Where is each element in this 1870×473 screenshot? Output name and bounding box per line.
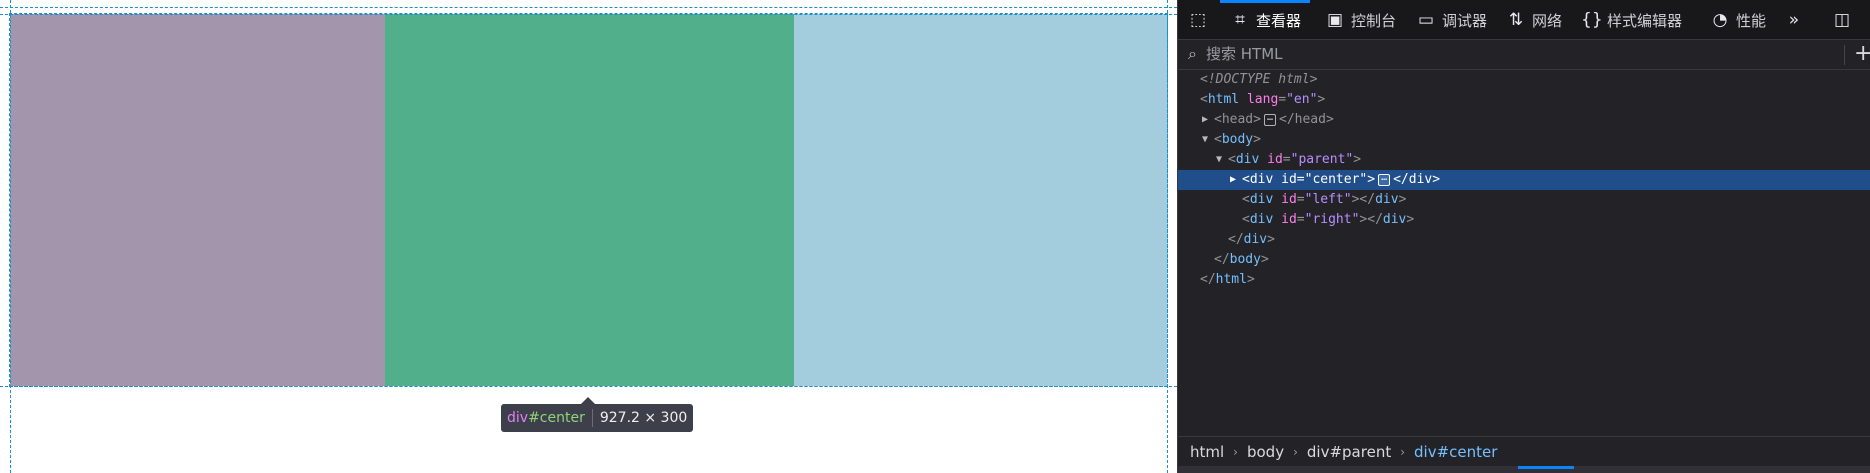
collapsed-ellipsis-icon[interactable]: … xyxy=(1263,112,1276,126)
attr-value: "parent" xyxy=(1290,152,1354,167)
guide-line-content-bottom xyxy=(0,386,1177,387)
inspector-icon: ⌗ xyxy=(1235,10,1245,30)
tab-label: 性能 xyxy=(1736,11,1767,30)
guide-line-content-top xyxy=(0,14,1177,15)
search-icon: ⌕ xyxy=(1188,44,1197,63)
tag-name: body xyxy=(1229,252,1261,267)
tag-name: div xyxy=(1249,172,1274,187)
tab-label: 控制台 xyxy=(1351,11,1397,30)
breadcrumb: html › body › div#parent › div#center xyxy=(1178,436,1870,466)
tab-label: 查看器 xyxy=(1256,11,1302,30)
attr-value: "left" xyxy=(1304,192,1352,207)
tag-name: head xyxy=(1294,112,1326,127)
dock-side-icon: ◫ xyxy=(1833,10,1851,30)
guide-line-top xyxy=(0,7,1177,8)
expand-triangle-icon[interactable]: ▶ xyxy=(1230,174,1237,185)
tag-name: div xyxy=(1249,212,1274,227)
tree-row-div-left[interactable]: <div id="left"></div> xyxy=(1242,192,1407,207)
chevron-double-right-icon: » xyxy=(1788,10,1800,30)
attr-name: id xyxy=(1267,152,1283,167)
tree-row-div-parent-close[interactable]: </div> xyxy=(1228,232,1275,247)
performance-icon: ◔ xyxy=(1712,10,1728,30)
element-info-tooltip: div #center 927.2 × 300 xyxy=(501,397,694,432)
add-node-icon[interactable]: + xyxy=(1854,41,1870,66)
tag-name: div xyxy=(1382,212,1407,227)
tree-row-doctype[interactable]: <!DOCTYPE html> xyxy=(1178,70,1870,90)
tag-name: html xyxy=(1215,272,1247,287)
tab-inspector[interactable]: ⌗ 查看器 xyxy=(1230,0,1301,40)
tooltip-tag: div xyxy=(507,410,529,426)
tag-name: head xyxy=(1221,112,1254,127)
tree-row-body[interactable]: ▼ <body> xyxy=(1178,130,1870,150)
tree-row-div-parent[interactable]: ▼ <div id="parent"> xyxy=(1178,150,1870,170)
tab-network[interactable]: ⇅ 网络 xyxy=(1506,0,1562,40)
guide-line-left xyxy=(10,0,11,473)
devtools-panel: ⬚ ⌗ 查看器 ▣ 控制台 ▭ 调试器 ⇅ 网络 {} 样式编辑器 ◔ 性能 » xyxy=(1177,0,1870,473)
guide-line-right xyxy=(1167,0,1168,473)
breadcrumb-item-html[interactable]: html xyxy=(1190,442,1225,461)
center-box[interactable] xyxy=(385,14,794,386)
tab-label: 网络 xyxy=(1532,11,1563,30)
breadcrumb-item-div-parent[interactable]: div#parent xyxy=(1306,442,1392,461)
active-tab-indicator xyxy=(1220,0,1310,3)
tag-name: div xyxy=(1235,152,1260,167)
attr-value: "right" xyxy=(1304,212,1360,227)
tooltip-separator xyxy=(591,409,593,427)
devtools-toolbar: ⬚ ⌗ 查看器 ▣ 控制台 ▭ 调试器 ⇅ 网络 {} 样式编辑器 ◔ 性能 » xyxy=(1178,0,1870,40)
attr-name: lang xyxy=(1246,92,1279,107)
tab-performance[interactable]: ◔ 性能 xyxy=(1710,0,1766,40)
html-search-bar: ⌕ + xyxy=(1178,40,1870,70)
attr-value: "center" xyxy=(1304,172,1368,187)
network-icon: ⇅ xyxy=(1508,10,1524,30)
breadcrumb-item-body[interactable]: body xyxy=(1246,442,1285,461)
tab-debugger[interactable]: ▭ 调试器 xyxy=(1416,0,1487,40)
horizontal-scrollbar[interactable] xyxy=(1178,466,1870,473)
style-editor-icon: {} xyxy=(1581,10,1603,30)
left-box[interactable] xyxy=(10,14,385,386)
collapse-triangle-icon[interactable]: ▼ xyxy=(1216,154,1223,165)
parent-outline-highlight xyxy=(9,13,1168,387)
tag-name: body xyxy=(1221,132,1254,147)
console-icon: ▣ xyxy=(1326,10,1344,30)
tag-name: div xyxy=(1243,232,1268,247)
tooltip-id: #center xyxy=(528,410,585,426)
attr-name: id xyxy=(1281,172,1297,187)
tag-name: div xyxy=(1375,192,1399,207)
tooltip-dimensions: 927.2 × 300 xyxy=(599,410,688,426)
search-divider xyxy=(1844,45,1845,65)
tab-style-editor[interactable]: {} 样式编辑器 xyxy=(1581,0,1682,40)
tree-row-body-close[interactable]: </body> xyxy=(1214,252,1269,267)
tag-name: div xyxy=(1408,172,1433,187)
debugger-icon: ▭ xyxy=(1417,10,1435,30)
element-picker-icon: ⬚ xyxy=(1189,10,1207,30)
chevron-right-icon: › xyxy=(1400,444,1406,459)
collapsed-ellipsis-icon[interactable]: … xyxy=(1378,172,1391,186)
doctype-text: <!DOCTYPE html> xyxy=(1200,72,1318,87)
page-viewport: div #center 927.2 × 300 xyxy=(0,0,1177,473)
dock-side-button[interactable]: ◫ xyxy=(1832,0,1858,40)
breadcrumb-item-div-center[interactable]: div#center xyxy=(1414,442,1498,461)
tree-row-html[interactable]: <html lang="en"> xyxy=(1200,92,1326,107)
tag-name: div xyxy=(1249,192,1274,207)
tab-label: 调试器 xyxy=(1442,11,1488,30)
attr-name: id xyxy=(1281,212,1297,227)
tab-label: 样式编辑器 xyxy=(1607,11,1683,30)
tree-row-head[interactable]: ▶ <head>… </head> xyxy=(1178,110,1870,130)
overflow-tabs-button[interactable]: » xyxy=(1784,0,1810,40)
tag-name: html xyxy=(1207,92,1240,107)
chevron-right-icon: › xyxy=(1233,444,1238,459)
expand-triangle-icon[interactable]: ▶ xyxy=(1202,114,1209,125)
attr-name: id xyxy=(1281,192,1297,207)
chevron-right-icon: › xyxy=(1293,444,1298,459)
attr-value: "en" xyxy=(1286,92,1318,107)
scrollbar-thumb[interactable] xyxy=(1518,466,1574,469)
tab-console[interactable]: ▣ 控制台 xyxy=(1325,0,1396,40)
element-picker-button[interactable]: ⬚ xyxy=(1188,0,1214,40)
tree-row-div-center[interactable]: ▶ <div id="center">… </div> xyxy=(1178,170,1870,190)
tree-row-html-close[interactable]: </html> xyxy=(1200,272,1255,287)
html-search-input[interactable] xyxy=(1206,44,1806,64)
right-box[interactable] xyxy=(794,14,1167,386)
tree-row-div-right[interactable]: <div id="right"></div> xyxy=(1242,212,1415,227)
collapse-triangle-icon[interactable]: ▼ xyxy=(1202,134,1209,145)
